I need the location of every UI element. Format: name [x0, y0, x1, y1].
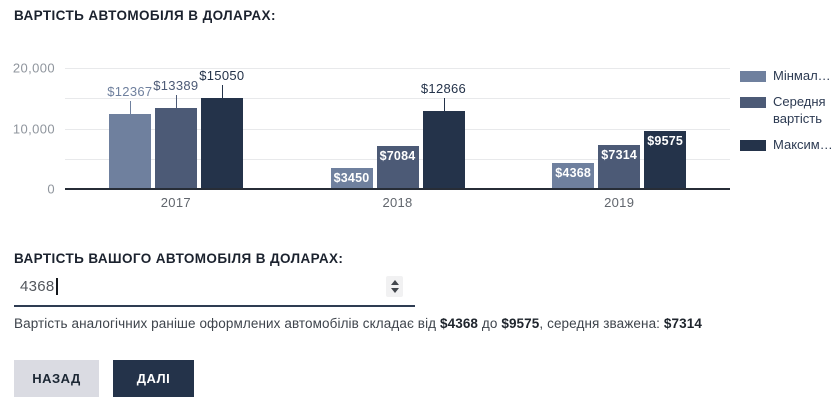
legend-label: Мінмал…: [773, 68, 831, 83]
bar-group: $12367 $13389 $15050: [65, 68, 287, 189]
helper-max-value: $9575: [501, 316, 540, 331]
helper-prefix: Вартість аналогічних раніше оформлених а…: [14, 316, 440, 331]
label-connector: [443, 98, 445, 111]
helper-text: Вартість аналогічних раніше оформлених а…: [14, 316, 837, 331]
bar: $15050: [199, 68, 244, 189]
x-tick-label: 2018: [382, 195, 413, 210]
x-tick-label: 2019: [604, 195, 635, 210]
plot-area: $12367 $13389 $15050 $3450 $7084 $12866 $4368 $…: [65, 68, 730, 190]
helper-min-value: $4368: [440, 316, 479, 331]
bar-value-label: $9575: [647, 134, 684, 148]
stepper-up-icon[interactable]: [390, 280, 399, 285]
stepper-down-icon[interactable]: [390, 288, 399, 293]
bar-value-label: $4368: [555, 166, 592, 180]
helper-avg-value: $7314: [663, 316, 702, 331]
button-row: НАЗАД ДАЛІ: [14, 360, 837, 397]
text-cursor: [55, 278, 58, 295]
bar-value-label: $7314: [601, 148, 638, 162]
next-button[interactable]: ДАЛІ: [113, 360, 194, 397]
bar-value-label: $15050: [199, 68, 245, 83]
plot-column: $12367 $13389 $15050 $3450 $7084 $12866 $4368 $…: [65, 68, 730, 210]
y-axis: 0 10,000 20,000: [12, 62, 65, 196]
bar-group: $4368 $7314 $9575: [508, 68, 730, 189]
bar-group: $3450 $7084 $12866: [287, 68, 509, 189]
bar: $13389: [153, 78, 198, 189]
helper-between: до: [478, 316, 502, 331]
bar-groups: $12367 $13389 $15050 $3450 $7084 $12866 $4368 $…: [65, 68, 730, 189]
y-tick-label: 0: [47, 181, 55, 197]
bar: $7084: [376, 146, 419, 189]
gridline: [65, 128, 730, 130]
legend-swatch: [740, 71, 766, 82]
bar: $3450: [330, 168, 373, 189]
legend-item[interactable]: Середня вартість: [740, 94, 837, 128]
legend-label: Максим…: [773, 136, 833, 152]
bar-value-label: $12866: [420, 81, 467, 96]
x-tick-label: 2017: [160, 195, 191, 210]
gridline: [65, 98, 730, 100]
bar-value-label: $7084: [379, 149, 416, 163]
bar: $12866: [421, 81, 466, 189]
legend-swatch: [740, 96, 766, 108]
chart-section-title: ВАРТІСТЬ АВТОМОБІЛЯ В ДОЛАРАХ:: [14, 8, 276, 23]
legend-label: Середня вартість: [773, 93, 826, 126]
bar: $12367: [107, 84, 152, 189]
label-connector: [129, 101, 131, 114]
x-axis-labels: 2017 2018 2019: [65, 195, 730, 210]
input-value-text: 4368: [20, 278, 55, 295]
value-section-title: ВАРТІСТЬ ВАШОГО АВТОМОБІЛЯ В ДОЛАРАХ:: [14, 251, 344, 266]
bar-chart: 0 10,000 20,000 $12367 $13389 $15050 $3450 $70…: [12, 54, 837, 211]
legend-swatch: [740, 139, 766, 151]
bar-value-label: $3450: [333, 171, 370, 185]
gridline: [65, 68, 730, 69]
bar-value-label: $13389: [153, 78, 199, 93]
bar-value-label: $12367: [107, 84, 153, 99]
number-stepper[interactable]: [386, 276, 403, 297]
y-tick-label: 20,000: [12, 60, 55, 76]
y-tick-label: 10,000: [12, 121, 55, 136]
bar: $4368: [552, 163, 595, 189]
legend-item[interactable]: Максим…: [740, 137, 837, 154]
label-connector: [175, 95, 177, 108]
chart-legend: Мінмал… Середня вартість Максим…: [730, 68, 837, 163]
back-button[interactable]: НАЗАД: [14, 360, 99, 397]
label-connector: [221, 85, 223, 98]
bar: $7314: [598, 145, 641, 189]
bar: $9575: [644, 131, 687, 189]
helper-avg-label: , середня зважена:: [539, 316, 664, 331]
x-axis-line: [65, 188, 730, 190]
legend-item[interactable]: Мінмал…: [740, 68, 837, 85]
car-value-input[interactable]: 4368: [14, 275, 415, 307]
